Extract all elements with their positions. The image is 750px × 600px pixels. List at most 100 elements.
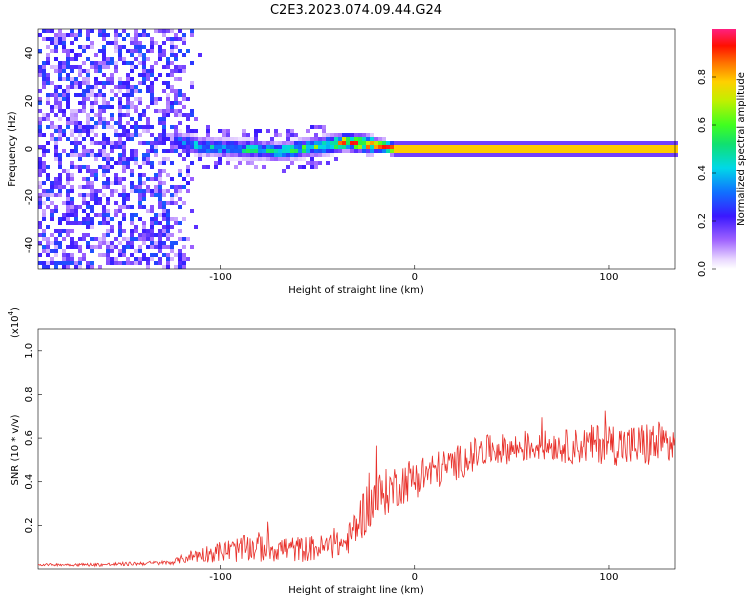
spectrogram-cell	[166, 101, 170, 105]
spectrogram-cell	[82, 145, 86, 149]
spectrogram-cell	[322, 149, 326, 153]
spectrogram-cell	[66, 33, 70, 37]
spectrogram-cell	[70, 57, 74, 61]
spectrogram-cell	[150, 189, 154, 193]
spectrogram-cell	[542, 153, 546, 157]
spectrogram-cell	[242, 153, 246, 157]
spectrogram-cell	[458, 145, 462, 149]
spectrogram-cell	[130, 53, 134, 57]
spectrogram-cell	[62, 113, 66, 117]
spectrogram-cell	[74, 145, 78, 149]
spectrogram-cell	[118, 177, 122, 181]
spectrogram-cell	[102, 105, 106, 109]
spectrogram-cell	[266, 157, 270, 161]
spectrogram-cell	[222, 141, 226, 145]
spectrogram-cell	[138, 233, 142, 237]
spectrogram-cell	[54, 141, 58, 145]
spectrogram-cell	[90, 137, 94, 141]
spectrogram-cell	[122, 45, 126, 49]
spectrogram-cell	[106, 233, 110, 237]
spectrogram-cell	[150, 73, 154, 77]
spectrogram-cell	[246, 137, 250, 141]
spectrogram-cell	[326, 145, 330, 149]
spectrogram-cell	[90, 65, 94, 69]
spectrogram-cell	[246, 149, 250, 153]
spectrogram-cell	[90, 61, 94, 65]
spectrogram-cell	[38, 261, 42, 265]
spectrogram-cell	[194, 149, 198, 153]
spectrogram-cell	[122, 193, 126, 197]
spectrogram-cell	[394, 141, 398, 145]
spectrogram-cell	[614, 153, 618, 157]
spectrogram-cell	[118, 229, 122, 233]
spectrogram-cell	[122, 205, 126, 209]
spectrogram-cell	[430, 149, 434, 153]
colorbar-ticks: 0.00.20.40.60.8	[697, 69, 716, 277]
spectrogram-cell	[662, 149, 666, 153]
spectrogram-cell	[82, 209, 86, 213]
spectrogram-cell	[526, 149, 530, 153]
spectrogram-cell	[42, 229, 46, 233]
spectrogram-cell	[138, 125, 142, 129]
spectrogram-cell	[106, 57, 110, 61]
spectrogram-cell	[226, 133, 230, 137]
spectrogram-cell	[102, 153, 106, 157]
spectrogram-cell	[50, 189, 54, 193]
spectrogram-cell	[506, 153, 510, 157]
spectrogram-cell	[42, 209, 46, 213]
spectrogram-cell	[462, 145, 466, 149]
spectrogram-cell	[330, 141, 334, 145]
spectrogram-cell	[62, 129, 66, 133]
spectrogram-cell	[158, 45, 162, 49]
spectrogram-cell	[266, 141, 270, 145]
spectrogram-cell	[114, 29, 118, 33]
spectrogram-cell	[614, 145, 618, 149]
spectrogram-cell	[234, 145, 238, 149]
spectrogram-cell	[98, 29, 102, 33]
spectrogram-cell	[162, 137, 166, 141]
spectrogram-cell	[454, 141, 458, 145]
spectrogram-cell	[262, 145, 266, 149]
spectrogram-cell	[58, 109, 62, 113]
spectrogram-cell	[498, 141, 502, 145]
spectrogram-cell	[42, 85, 46, 89]
spectrogram-cell	[242, 141, 246, 145]
spectrogram-cell	[138, 133, 142, 137]
spectrogram-cell	[54, 129, 58, 133]
spectrogram-cell	[494, 141, 498, 145]
spectrogram-cell	[146, 157, 150, 161]
spectrogram-cell	[438, 153, 442, 157]
spectrogram-cell	[46, 45, 50, 49]
spectrogram-cell	[70, 109, 74, 113]
spectrogram-cell	[358, 133, 362, 137]
spectrogram-cell	[54, 185, 58, 189]
spectrogram-cell	[46, 245, 50, 249]
spectrogram-cell	[278, 149, 282, 153]
spectrogram-cell	[110, 257, 114, 261]
spectrogram-cell	[114, 177, 118, 181]
snr-panel: -100 0 100 0.20.40.60.81.0 Height of strai…	[7, 307, 676, 596]
spectrogram-cell	[90, 45, 94, 49]
spectrogram-cell	[106, 169, 110, 173]
spectrogram-cell	[110, 249, 114, 253]
spectrogram-cell	[290, 145, 294, 149]
spectrogram-cell	[70, 49, 74, 53]
spectrogram-cell	[162, 41, 166, 45]
spectrogram-cell	[82, 45, 86, 49]
spectrogram-cell	[174, 101, 178, 105]
spectrogram-cell	[446, 149, 450, 153]
spectrogram-cell	[54, 85, 58, 89]
spectrogram-cell	[574, 149, 578, 153]
spectrogram-cell	[58, 129, 62, 133]
spectrogram-cell	[106, 253, 110, 257]
spectrogram-cell	[410, 149, 414, 153]
spectrogram-cell	[402, 145, 406, 149]
spectrogram-cell	[66, 257, 70, 261]
spectrogram-cell	[46, 165, 50, 169]
spectrogram-cell	[254, 145, 258, 149]
spectrogram-cell	[198, 53, 202, 57]
spectrogram-cell	[86, 45, 90, 49]
spectrogram-cell	[70, 161, 74, 165]
spectrogram-cell	[46, 53, 50, 57]
spectrogram-cell	[350, 141, 354, 145]
